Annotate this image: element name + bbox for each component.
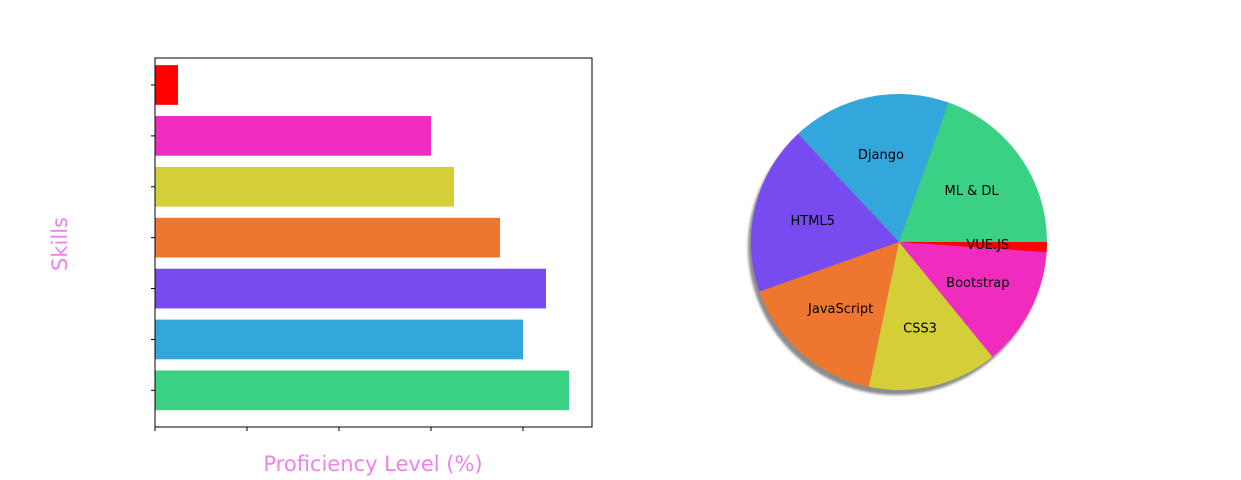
pie-chart: ML & DL Django HTML5 JavaScript CSS3 Bootstra…	[748, 94, 1047, 395]
bar-chart-x-axis-label: Proficiency Level (%)	[263, 452, 482, 476]
pie-slice-4	[868, 242, 993, 391]
pie-label-3: JavaScript	[807, 302, 873, 317]
bar-0	[155, 370, 569, 411]
bar-series	[155, 65, 569, 411]
pie-label-1: Django	[858, 148, 904, 163]
pie-label-0: ML & DL	[944, 184, 999, 199]
pie-slices	[751, 94, 1047, 391]
bar-chart-y-axis-label: Skills	[48, 217, 72, 271]
pie-slice-3	[759, 242, 899, 387]
bar-3	[155, 217, 500, 258]
pie-label-6: VUE.JS	[966, 238, 1009, 253]
pie-labels: ML & DL Django HTML5 JavaScript CSS3 Bootstra…	[790, 148, 1009, 336]
bar-2	[155, 268, 546, 309]
pie-label-4: CSS3	[903, 321, 937, 336]
bar-chart: Proficiency Level (%) Skills	[48, 57, 593, 476]
pie-slice-2	[751, 133, 899, 292]
bar-4	[155, 166, 454, 207]
pie-slice-5	[899, 242, 1047, 357]
pie-label-2: HTML5	[790, 214, 834, 229]
bar-chart-x-ticks	[154, 427, 524, 431]
bar-chart-y-ticks	[151, 84, 155, 391]
pie-label-5: Bootstrap	[946, 276, 1009, 291]
pie-slice-0	[899, 102, 1047, 242]
bar-1	[155, 319, 523, 360]
bar-chart-axes-frame	[154, 57, 593, 428]
bar-6	[155, 65, 178, 105]
pie-slice-1	[797, 94, 949, 243]
pie-slice-6	[899, 242, 1047, 253]
bar-5	[155, 116, 431, 156]
